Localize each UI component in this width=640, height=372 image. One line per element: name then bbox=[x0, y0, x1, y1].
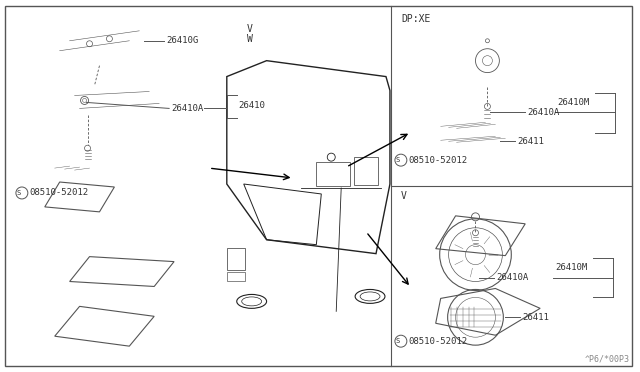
Bar bbox=[354, 157, 378, 185]
Text: 26411: 26411 bbox=[522, 313, 549, 322]
Text: 26411: 26411 bbox=[517, 137, 544, 146]
Text: S: S bbox=[396, 157, 400, 163]
Text: S: S bbox=[17, 190, 21, 196]
Text: 08510-52012: 08510-52012 bbox=[409, 337, 468, 346]
Text: 08510-52012: 08510-52012 bbox=[30, 189, 89, 198]
Bar bbox=[227, 272, 244, 282]
Text: DP:XE: DP:XE bbox=[401, 14, 430, 24]
Text: 08510-52012: 08510-52012 bbox=[409, 155, 468, 165]
Text: S: S bbox=[396, 338, 400, 344]
Bar bbox=[227, 248, 244, 270]
Bar bbox=[316, 162, 350, 186]
Text: 26410A: 26410A bbox=[527, 108, 559, 117]
Text: 26410A: 26410A bbox=[497, 273, 529, 282]
Text: W: W bbox=[246, 34, 253, 44]
Text: ^P6/*00P3: ^P6/*00P3 bbox=[585, 355, 630, 363]
Text: V: V bbox=[401, 191, 407, 201]
Text: 26410: 26410 bbox=[239, 101, 266, 110]
Text: 26410M: 26410M bbox=[555, 263, 588, 272]
Text: 26410M: 26410M bbox=[557, 98, 589, 107]
Text: 26410A: 26410A bbox=[171, 104, 204, 113]
Text: 26410G: 26410G bbox=[166, 36, 198, 45]
Text: V: V bbox=[246, 24, 253, 34]
